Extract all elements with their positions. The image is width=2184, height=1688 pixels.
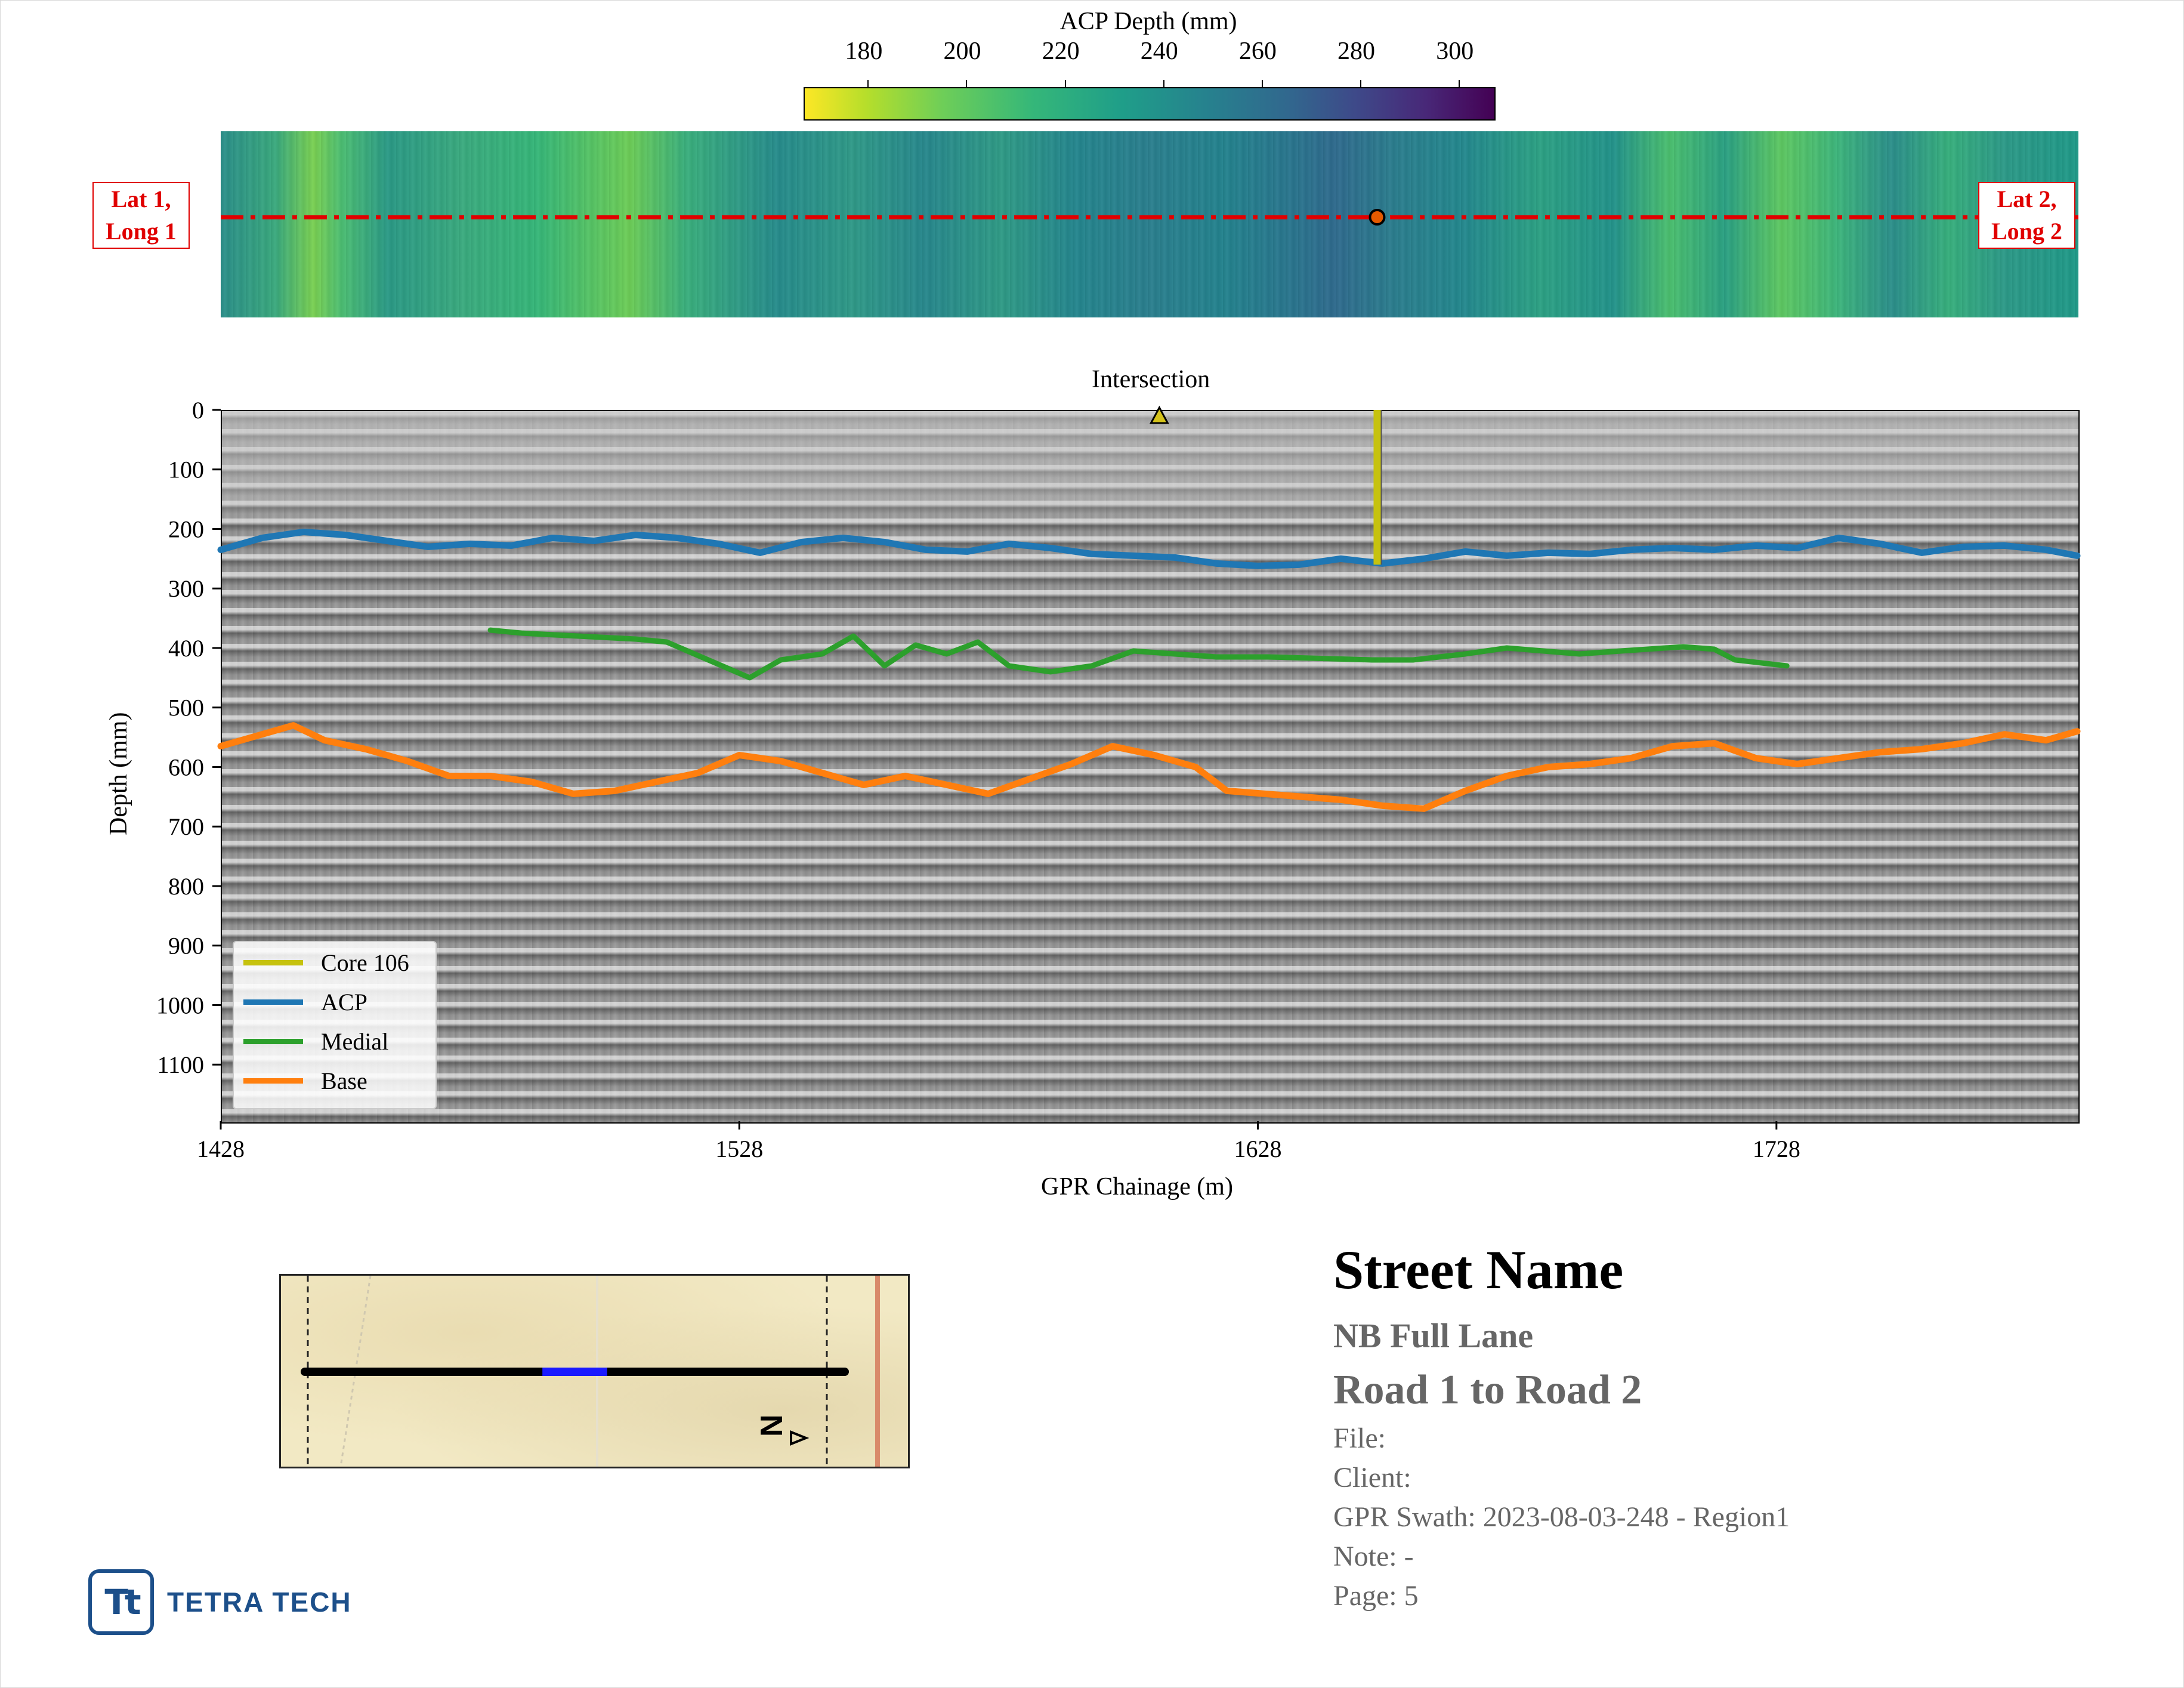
intersection-marker <box>1149 405 1169 424</box>
route-label: Road 1 to Road 2 <box>1333 1367 1642 1413</box>
y-tick-label: 200 <box>168 516 204 542</box>
colorbar-tick-label: 200 <box>943 38 981 65</box>
colorbar-tick-label: 260 <box>1238 38 1277 65</box>
end-lat-label: Lat 2, <box>1997 186 2057 212</box>
street-name: Street Name <box>1333 1239 1624 1300</box>
client-label: Client: <box>1333 1462 1411 1493</box>
legend-item-medial: Medial <box>243 1027 389 1055</box>
y-tick-label: 500 <box>168 695 204 721</box>
file-label: File: <box>1333 1422 1386 1454</box>
note-label: Note: - <box>1333 1541 1414 1572</box>
x-tick-label: 1428 <box>197 1135 245 1162</box>
acp-depth-map <box>221 131 2078 317</box>
colorbar-tick-mark <box>1459 80 1460 87</box>
gpr-swath-label: GPR Swath: 2023-08-03-248 - Region1 <box>1333 1501 1790 1533</box>
y-tick-label: 700 <box>168 813 204 840</box>
x-tick-label: 1728 <box>1753 1135 1800 1162</box>
legend-item-acp: ACP <box>243 988 367 1016</box>
x-axis-label: GPR Chainage (m) <box>1041 1173 1233 1201</box>
start-coordinate-box: Lat 1, Long 1 <box>92 182 190 249</box>
lane-label: NB Full Lane <box>1333 1316 1534 1355</box>
x-tick-label: 1528 <box>715 1135 763 1162</box>
colorbar-tick-mark <box>1261 80 1263 87</box>
legend-label-base: Base <box>321 1067 367 1094</box>
colorbar-tick-label: 240 <box>1140 38 1178 65</box>
y-tick-label: 300 <box>168 575 204 602</box>
colorbar-tick-mark <box>1064 80 1066 87</box>
chart-title: Intersection <box>1092 366 1210 393</box>
radargram-plot <box>221 410 2080 1124</box>
depth-map-overlay <box>221 209 2078 226</box>
page-number-label: Page: 5 <box>1333 1580 1419 1612</box>
colorbar-tick-label: 180 <box>845 38 883 65</box>
series-line-base <box>217 722 2081 812</box>
y-tick-label: 1000 <box>156 992 204 1019</box>
colorbar-title: ACP Depth (mm) <box>1059 8 1237 35</box>
y-tick-label: 600 <box>168 754 204 780</box>
legend-swatch-core <box>243 959 303 965</box>
series-line-acp <box>217 528 2081 569</box>
tt-logo-icon: Tt <box>88 1569 154 1635</box>
depth-map-texture <box>221 131 2078 317</box>
tetra-tech-logo: Tt TETRA TECH <box>88 1569 352 1635</box>
start-lat-label: Lat 1, <box>111 186 171 212</box>
y-tick-label: 900 <box>168 933 204 959</box>
legend-swatch-medial <box>243 1038 303 1044</box>
legend-label-core: Core 106 <box>321 949 409 976</box>
y-tick-label: 100 <box>168 456 204 483</box>
y-tick-label: 400 <box>168 635 204 662</box>
depth-map-core-marker <box>1369 209 1386 226</box>
legend-swatch-base <box>243 1078 303 1084</box>
chart-svg: 0 100 200 300 400 500 600 700 800 900 1000 1100 1428… <box>156 397 2081 1162</box>
y-tick-label: 1100 <box>157 1051 204 1078</box>
y-tick-label: 0 <box>192 397 204 424</box>
north-arrow-icon <box>790 1430 810 1446</box>
colorbar-tick-mark <box>1360 80 1362 87</box>
x-tick-label: 1628 <box>1234 1135 1282 1162</box>
y-tick-label: 800 <box>168 873 204 900</box>
legend-item-base: Base <box>243 1067 367 1094</box>
colorbar-tick-label: 220 <box>1042 38 1080 65</box>
end-coordinate-box: Lat 2, Long 2 <box>1978 182 2075 249</box>
colorbar-tick-mark <box>966 80 968 87</box>
logo-wordmark: TETRA TECH <box>167 1587 352 1618</box>
location-minimap: N <box>279 1274 910 1468</box>
radargram-shading <box>222 411 2078 1122</box>
colorbar-gradient <box>804 87 1496 121</box>
colorbar-tick-label: 280 <box>1337 38 1376 65</box>
series-line-medial <box>487 627 1790 681</box>
colorbar-tick-label: 300 <box>1436 38 1474 65</box>
start-long-label: Long 1 <box>106 218 177 245</box>
minimap-overlay: N <box>301 1276 880 1467</box>
chart-legend: Core 106 ACP Medial Base <box>233 941 437 1109</box>
north-arrow-label: N <box>755 1414 789 1437</box>
legend-swatch-acp <box>243 999 303 1005</box>
legend-label-acp: ACP <box>321 988 367 1016</box>
legend-label-medial: Medial <box>321 1027 389 1055</box>
end-long-label: Long 2 <box>1991 218 2062 245</box>
colorbar-tick-mark <box>1163 80 1164 87</box>
logo-mark-text: Tt <box>104 1582 141 1622</box>
y-axis-label: Depth (mm) <box>105 712 132 835</box>
colorbar-tick-mark <box>867 80 869 87</box>
legend-item-core: Core 106 <box>243 949 409 976</box>
